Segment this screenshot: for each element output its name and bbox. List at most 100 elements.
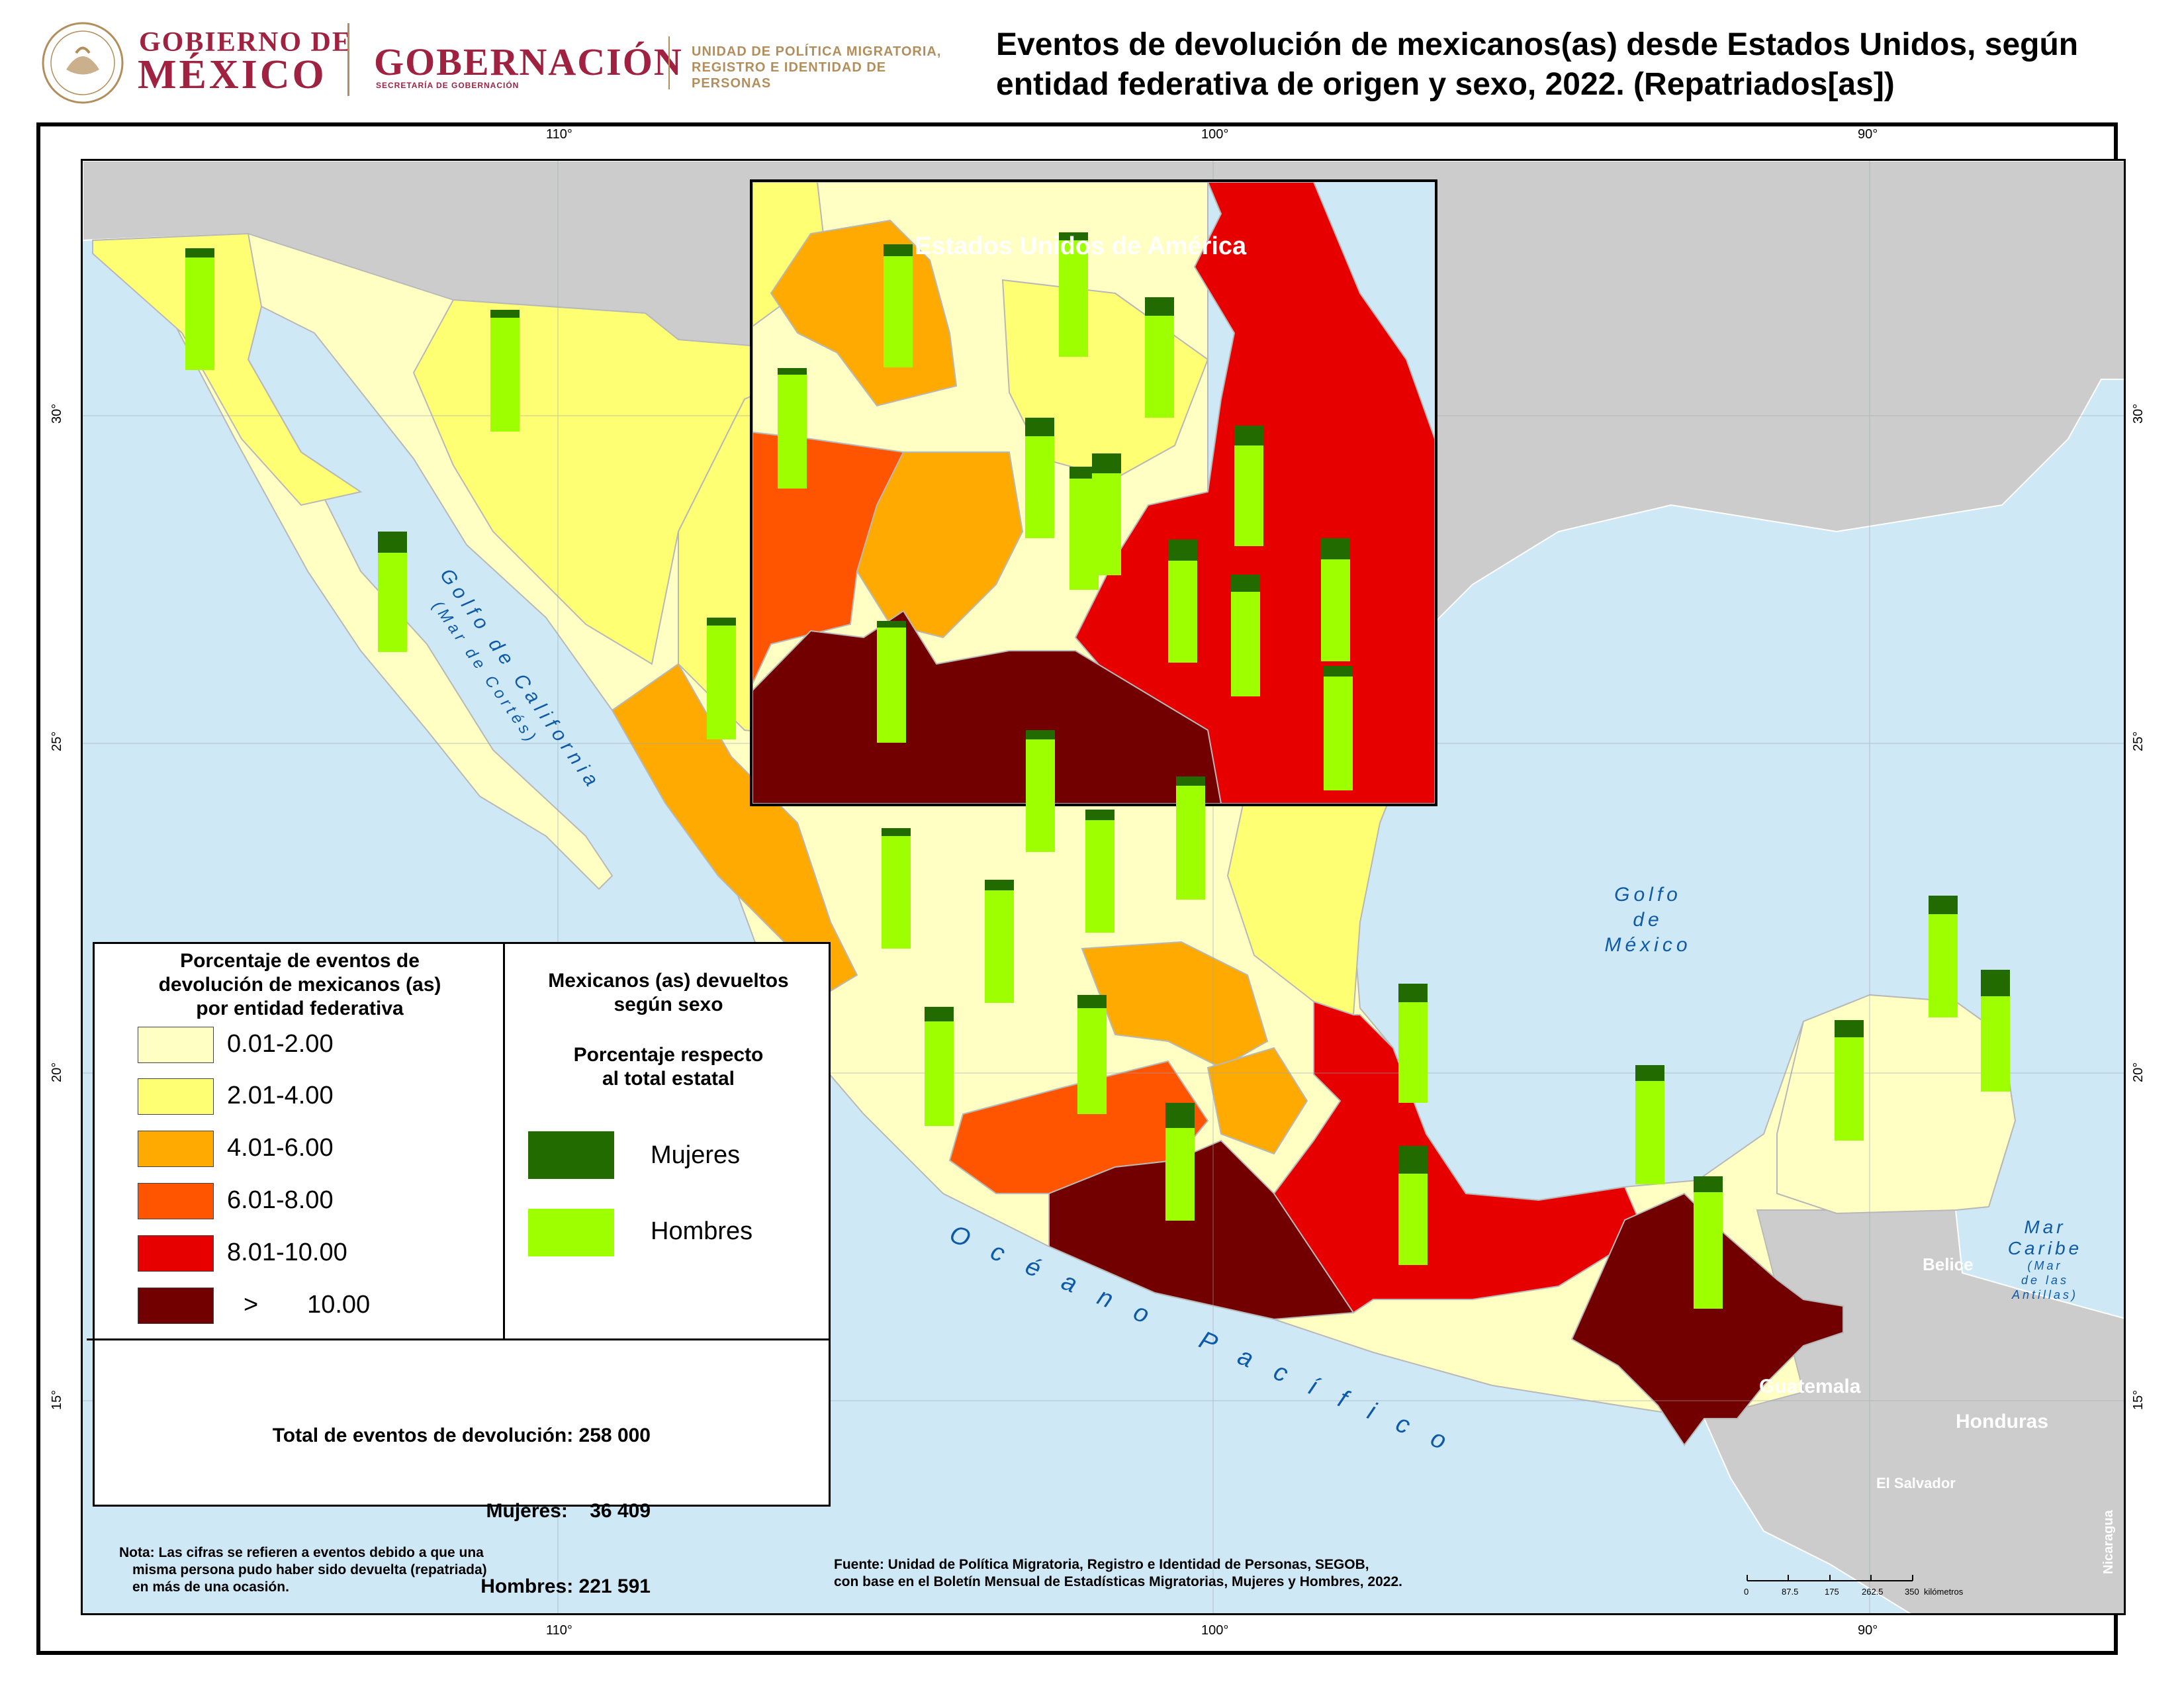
- mujeres-swatch: [528, 1131, 614, 1179]
- mexico-text: MÉXICO: [138, 52, 327, 97]
- header-divider-2: [668, 36, 670, 89]
- class-label-3: 4.01-6.00: [227, 1134, 334, 1162]
- bottom-label-100: 100°: [1201, 1623, 1229, 1638]
- class-label-4: 6.01-8.00: [227, 1186, 334, 1214]
- guatemala-label: Guatemala: [1759, 1376, 1861, 1397]
- right-label-30: 30°: [2131, 403, 2146, 424]
- class-label-1: 0.01-2.00: [227, 1030, 334, 1058]
- inset-dark-orange: [752, 431, 905, 684]
- hombres-label: Hombres: [651, 1217, 753, 1245]
- golfo-mexico-label: Golfo de México: [1582, 882, 1714, 958]
- bottom-label-110: 110°: [546, 1623, 572, 1638]
- choropleth-title-2: devolución de mexicanos (as): [158, 974, 441, 996]
- class-label-6: > 10.00: [244, 1291, 371, 1319]
- class-swatch-2: [138, 1078, 214, 1115]
- upm-text: UNIDAD DE POLÍTICA MIGRATORIA, REGISTRO …: [692, 44, 970, 91]
- left-label-15: 15°: [50, 1389, 64, 1410]
- class-swatch-4: [138, 1183, 214, 1219]
- usa-label: Estados Unidos de América: [915, 232, 1247, 260]
- sex-bars: [185, 232, 2010, 1309]
- golfo-mexico-line3: México: [1604, 934, 1692, 956]
- sex-legend-title: Mexicanos (as) devueltos según sexo: [513, 969, 824, 1017]
- class-swatch-5: [138, 1235, 214, 1272]
- scale-tick-1: 87.5: [1782, 1587, 1799, 1597]
- scale-tick-0: 0: [1744, 1587, 1749, 1597]
- gobierno-de-text: GOBIERNO DE: [139, 27, 352, 58]
- right-label-25: 25°: [2131, 731, 2146, 751]
- gobernacion-text: GOBERNACIÓN: [374, 40, 683, 83]
- state-veracruz: [1273, 1000, 1646, 1314]
- sex-title-2: según sexo: [614, 994, 723, 1015]
- nicaragua-label: Nicaragua: [2101, 1510, 2116, 1574]
- secretaria-text: SECRETARÍA DE GOBERNACIÓN: [376, 81, 520, 90]
- class-swatch-3: [138, 1131, 214, 1167]
- map-title: Eventos de devolución de mexicanos(as) d…: [996, 25, 2148, 105]
- left-label-30: 30°: [50, 403, 64, 424]
- bottom-label-90: 90°: [1858, 1623, 1878, 1638]
- legend-box: Porcentaje de eventos de devolución de m…: [87, 942, 831, 1597]
- note-line2: misma persona pudo haber sido devuelta (…: [132, 1562, 487, 1577]
- golfo-mexico-line2: de: [1633, 909, 1663, 931]
- source-line1: Fuente: Unidad de Política Migratoria, R…: [834, 1557, 1369, 1572]
- title-line-2: entidad federativa de origen y sexo, 202…: [996, 67, 1895, 102]
- totals-block: Total de eventos de devolución: 258 000 …: [95, 1373, 651, 1650]
- choropleth-title-1: Porcentaje de eventos de: [180, 950, 420, 972]
- choropleth-legend-title: Porcentaje de eventos de devolución de m…: [108, 949, 492, 1021]
- mar-antillas-label: (Mar de las Antillas): [2005, 1258, 2085, 1302]
- sex-title-4: al total estatal: [602, 1068, 735, 1090]
- state-chiapas: [1570, 1192, 1844, 1446]
- golfo-mexico-line1: Golfo: [1614, 884, 1682, 906]
- class-swatch-1: [138, 1027, 214, 1063]
- sex-title-1: Mexicanos (as) devueltos: [548, 970, 789, 992]
- header-divider: [347, 23, 349, 96]
- scale-tick-4: 350: [1905, 1587, 1919, 1597]
- total-hombres: Hombres: 221 591: [480, 1575, 651, 1597]
- upm-line-1: UNIDAD DE POLÍTICA MIGRATORIA,: [692, 44, 942, 59]
- hombres-swatch: [528, 1209, 614, 1256]
- scale-bar: 0 87.5 175 262.5 350 kilómetros: [1744, 1571, 2022, 1604]
- scale-tick-2: 175: [1825, 1587, 1839, 1597]
- scale-unit: kilómetros: [1924, 1587, 1964, 1597]
- mar-caribe-line2: Caribe: [2007, 1238, 2083, 1258]
- sex-legend-subtitle: Porcentaje respecto al total estatal: [513, 1043, 824, 1091]
- escudo-icon: [42, 22, 124, 104]
- top-label-90: 90°: [1858, 127, 1878, 142]
- scale-tick-3: 262.5: [1862, 1587, 1884, 1597]
- state-yucatan: [1776, 994, 2017, 1215]
- class-label-2: 2.01-4.00: [227, 1082, 334, 1109]
- note-line3: en más de una ocasión.: [132, 1579, 289, 1595]
- source-line2: con base en el Boletín Mensual de Estadí…: [834, 1574, 1402, 1589]
- state-guanajuato: [1081, 941, 1269, 1069]
- legend-divider-h: [87, 1338, 831, 1340]
- gobierno-logo: [36, 17, 129, 109]
- sex-title-3: Porcentaje respecto: [573, 1044, 764, 1066]
- mar-caribe-line1: Mar: [2024, 1217, 2066, 1237]
- mexico-map: [83, 161, 2124, 1613]
- mar-antillas-line1: (Mar: [2027, 1259, 2063, 1272]
- note-line1: Nota: Las cifras se refieren a eventos d…: [119, 1545, 484, 1560]
- right-label-20: 20°: [2131, 1062, 2146, 1082]
- el-salvador-label: El Salvador: [1876, 1475, 1956, 1491]
- top-label-100: 100°: [1201, 127, 1229, 142]
- belice-label: Belice: [1923, 1254, 1974, 1274]
- honduras-label: Honduras: [1956, 1411, 2049, 1432]
- total-events: Total de eventos de devolución: 258 000: [272, 1425, 651, 1446]
- nicaragua-text: Nicaragua: [2101, 1510, 2116, 1574]
- mujeres-label: Mujeres: [651, 1141, 741, 1169]
- mar-antillas-line3: Antillas): [2011, 1288, 2079, 1301]
- class-label-5: 8.01-10.00: [227, 1239, 347, 1266]
- map-area: Estados Unidos de América Golfo de Calif…: [81, 159, 2126, 1615]
- note-text: Nota: Las cifras se refieren a eventos d…: [119, 1544, 582, 1596]
- class-swatch-6: [138, 1288, 214, 1324]
- scale-bar-graphic: [1747, 1575, 1913, 1581]
- mar-antillas-line2: de las: [2021, 1274, 2070, 1287]
- left-label-20: 20°: [50, 1062, 64, 1082]
- choropleth-title-3: por entidad federativa: [196, 998, 404, 1019]
- inset-map: [750, 179, 1437, 806]
- source-text: Fuente: Unidad de Política Migratoria, R…: [834, 1556, 1628, 1591]
- state-mexico: [1206, 1047, 1308, 1155]
- right-label-15: 15°: [2131, 1389, 2146, 1410]
- mar-caribe-label: Mar Caribe: [1992, 1217, 2098, 1259]
- left-label-25: 25°: [50, 731, 64, 751]
- total-mujeres: Mujeres: 36 409: [486, 1500, 651, 1522]
